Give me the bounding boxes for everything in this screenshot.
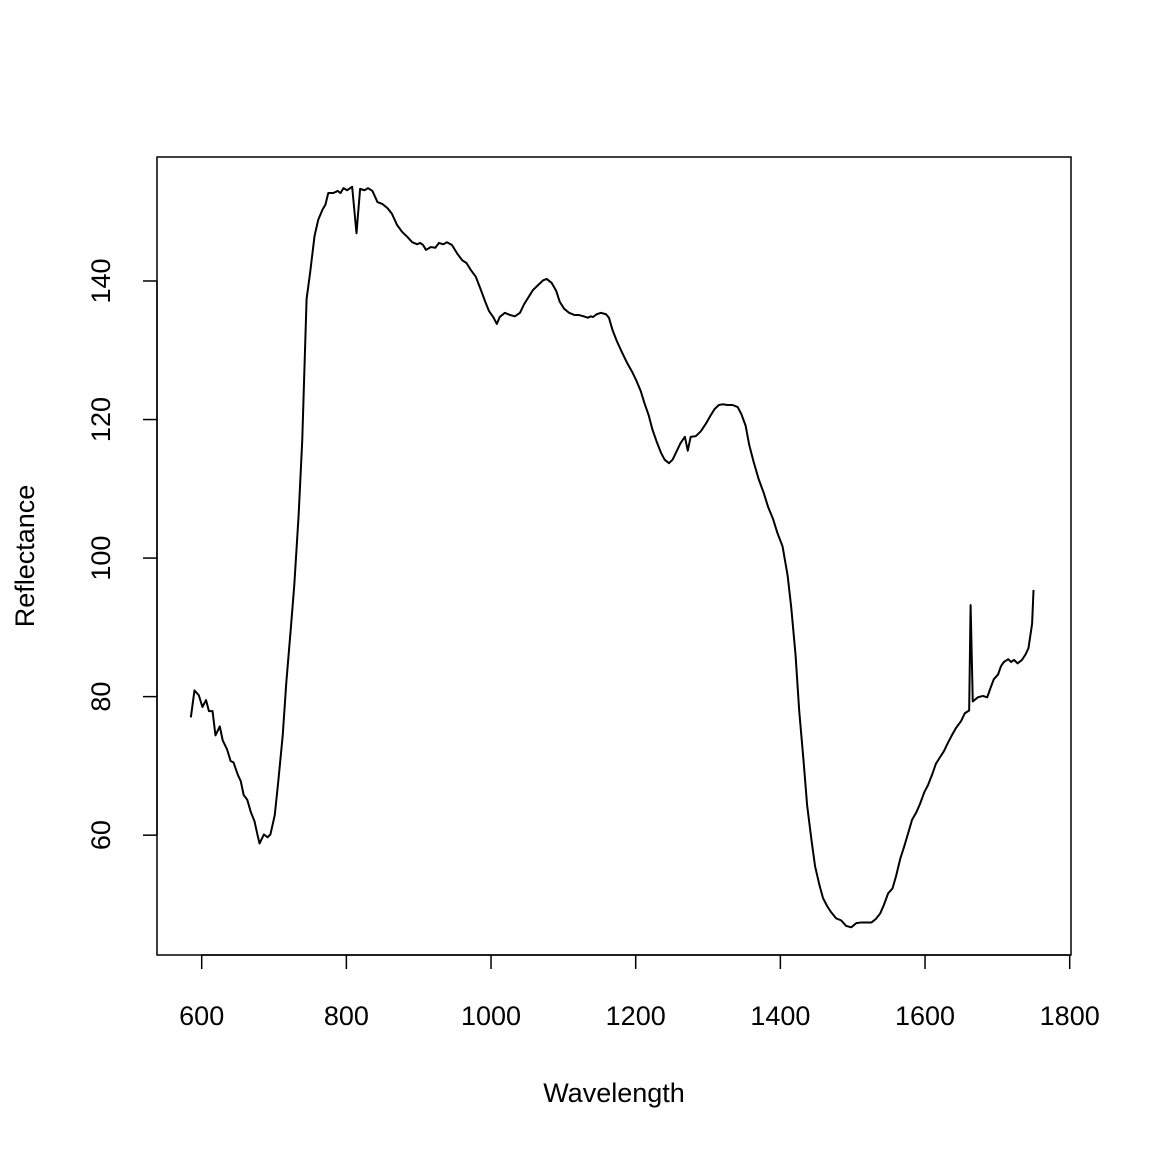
x-tick-label: 1400 — [750, 1001, 810, 1031]
x-tick-label: 1800 — [1040, 1001, 1100, 1031]
plot-frame — [156, 156, 1072, 956]
x-tick-label: 1600 — [895, 1001, 955, 1031]
y-tick-label: 60 — [86, 820, 116, 850]
y-axis-label: Reflectance — [10, 485, 40, 628]
x-tick-label: 800 — [324, 1001, 369, 1031]
x-tick-label: 600 — [179, 1001, 224, 1031]
y-tick-label: 80 — [86, 682, 116, 712]
x-tick-label: 1000 — [461, 1001, 521, 1031]
data-line — [189, 185, 1035, 929]
y-tick-label: 100 — [86, 536, 116, 581]
y-tick-label: 140 — [86, 258, 116, 303]
y-tick-label: 120 — [86, 397, 116, 442]
x-axis-label: Wavelength — [543, 1078, 685, 1108]
x-tick-label: 1200 — [606, 1001, 666, 1031]
